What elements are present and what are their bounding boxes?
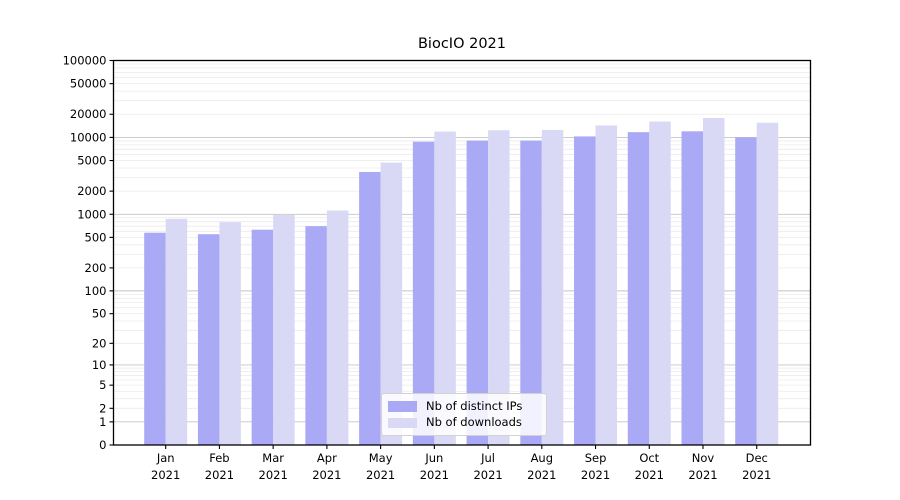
legend-label-downloads: Nb of downloads [426, 415, 522, 429]
bar-nb-of-distinct-ips-sep [574, 136, 596, 445]
x-tick-label-month: Jan [156, 451, 175, 465]
x-tick-label-year: 2021 [259, 468, 288, 482]
bar-nb-of-downloads-dec [756, 122, 779, 445]
x-tick-label-month: Apr [317, 451, 337, 465]
x-tick-label-year: 2021 [581, 468, 610, 482]
bar-nb-of-downloads-mar [273, 214, 295, 445]
bar-nb-of-downloads-sep [595, 125, 618, 445]
legend-swatch-distinct-ips [388, 401, 417, 412]
y-tick-label: 0 [99, 438, 106, 452]
axes-box [112, 59, 812, 446]
y-tick-label: 20000 [70, 107, 107, 121]
bar-nb-of-downloads-jul [488, 130, 510, 446]
x-tick-label-month: Jun [424, 451, 443, 465]
x-tick-label-month: Feb [209, 451, 229, 465]
bar-nb-of-downloads-oct [649, 121, 671, 446]
bar-nb-of-distinct-ips-aug [520, 140, 542, 445]
bar-nb-of-distinct-ips-dec [735, 137, 757, 446]
y-tick-label: 100 [85, 284, 107, 298]
y-tick-label: 5000 [77, 154, 106, 168]
bar-nb-of-distinct-ips-may [359, 171, 381, 445]
legend-row: Nb of distinct IPs [388, 398, 540, 413]
bar-nb-of-distinct-ips-oct [627, 132, 650, 445]
y-tick-label: 10000 [70, 130, 107, 144]
y-tick-label: 20 [92, 336, 107, 350]
bar-nb-of-distinct-ips-nov [681, 131, 703, 445]
x-tick-label-year: 2021 [742, 468, 771, 482]
x-tick-label-month: Dec [746, 451, 768, 465]
bar-nb-of-downloads-nov [703, 117, 725, 446]
y-tick-label: 10 [92, 358, 107, 372]
legend-swatch-downloads [388, 417, 417, 428]
x-tick-label-year: 2021 [635, 468, 664, 482]
x-tick-label-month: Aug [531, 451, 553, 465]
legend: Nb of distinct IPs Nb of downloads [381, 393, 547, 436]
y-tick-label: 2000 [77, 184, 106, 198]
x-tick-label-month: Oct [639, 451, 659, 465]
y-tick-label: 500 [85, 230, 107, 244]
x-tick-label-year: 2021 [312, 468, 341, 482]
bar-nb-of-downloads-jan [165, 218, 188, 445]
bar-nb-of-downloads-may [380, 162, 403, 445]
y-tick-label: 1000 [77, 207, 106, 221]
bar-nb-of-distinct-ips-apr [305, 226, 327, 445]
x-tick-label-year: 2021 [527, 468, 556, 482]
x-tick-label-month: Sep [585, 451, 607, 465]
y-tick-label: 50000 [70, 77, 107, 91]
bar-nb-of-distinct-ips-feb [197, 234, 220, 445]
bar-nb-of-downloads-apr [326, 210, 349, 445]
legend-row: Nb of downloads [388, 415, 540, 429]
x-tick-label-month: Nov [692, 451, 715, 465]
legend-label-distinct-ips: Nb of distinct IPs [426, 398, 523, 413]
x-tick-label-month: May [369, 451, 393, 465]
y-tick-label: 1 [99, 415, 106, 429]
x-tick-label-year: 2021 [151, 468, 180, 482]
bar-nb-of-downloads-feb [219, 222, 241, 445]
y-tick-label: 200 [85, 261, 107, 275]
bar-nb-of-distinct-ips-jun [412, 141, 435, 445]
y-tick-label: 5 [99, 378, 106, 392]
bar-nb-of-downloads-aug [541, 129, 564, 445]
chart-title: BiocIO 2021 [417, 36, 507, 52]
bar-nb-of-distinct-ips-mar [251, 229, 274, 445]
x-tick-label-month: Jul [480, 451, 495, 465]
x-tick-label-year: 2021 [205, 468, 234, 482]
y-tick-label: 2 [99, 401, 106, 415]
bar-nb-of-distinct-ips-jul [466, 140, 489, 445]
x-tick-label-year: 2021 [366, 468, 395, 482]
x-tick-label-year: 2021 [420, 468, 449, 482]
x-tick-label-month: Mar [262, 451, 284, 465]
x-tick-label-year: 2021 [688, 468, 717, 482]
y-tick-label: 50 [92, 307, 107, 321]
x-tick-label-year: 2021 [473, 468, 502, 482]
bar-nb-of-downloads-jun [434, 131, 456, 446]
bar-nb-of-distinct-ips-jan [144, 232, 166, 445]
y-tick-label: 100000 [63, 54, 107, 68]
